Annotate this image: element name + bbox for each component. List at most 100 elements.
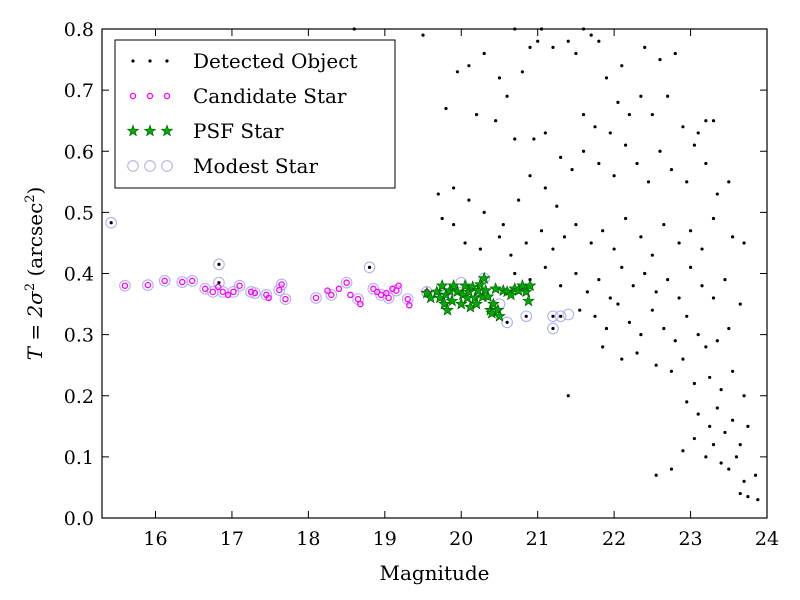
x-tick-label: 20 [449,528,473,550]
detected-point [589,33,593,37]
y-tick-label: 0.1 [64,447,94,469]
candidate-point [161,277,168,285]
detected-point [715,406,719,410]
detected-point [692,143,696,147]
detected-point [635,161,639,166]
legend-marker-detected [165,59,169,63]
detected-point [708,375,712,380]
y-tick-label: 0.2 [64,386,94,408]
detected-point [570,167,574,172]
legend-marker-candidate [146,92,154,100]
candidate-point [312,294,320,302]
detected-point [593,125,597,129]
detected-point [559,284,563,288]
legend-marker-modest [161,160,173,172]
detected-point [681,357,685,361]
psf-point [474,277,487,290]
y-axis-label-sup2: 2 [23,194,38,202]
detected-point [685,180,689,184]
series-candidate [121,277,431,309]
psf-point [447,279,460,292]
legend-marker-psf [160,124,174,137]
detected-point [597,161,601,166]
modest-point [367,282,380,295]
psf-point [435,279,449,292]
candidate-point [201,285,209,293]
detected-point [513,271,517,276]
modest-point [401,293,414,306]
detected-point [574,223,578,227]
legend-marker-detected [148,59,152,63]
detected-point [688,265,693,269]
candidate-point [385,294,392,302]
detected-point [482,51,486,56]
detected-point [746,424,750,428]
legend-marker-modest [127,160,139,172]
detected-point [536,39,540,43]
legend-marker-modest [144,160,156,172]
detected-point [516,198,521,202]
detected-point [727,467,731,471]
psf-point [519,285,533,298]
detected-point [700,284,704,288]
candidate-point [265,294,272,302]
detected-point [452,186,456,190]
x-tick-label: 24 [755,528,779,550]
modest-point [501,316,513,329]
detected-point [509,253,513,257]
detected-point [688,229,693,233]
detected-point [631,284,635,288]
y-axis-label-main: T = 2σ [23,290,47,361]
y-axis-label-close: ) [23,187,47,195]
legend-entry-modest: Modest Star [127,154,318,178]
detected-point [727,180,731,184]
detected-point [620,357,624,361]
candidate-point [373,288,381,296]
detected-point [421,33,425,37]
x-axis-label: Magnitude [379,561,489,585]
detected-point [734,455,739,459]
psf-point [491,303,505,316]
legend-label-detected: Detected Object [193,49,357,73]
detected-point [543,265,547,269]
psf-point [522,294,535,307]
detected-point [719,388,723,392]
modest-point [227,285,240,298]
psf-point [441,303,454,316]
psf-point [454,297,468,310]
detected-point [524,241,528,245]
y-axis-label-sup1: 2 [23,283,38,291]
detected-point [455,70,460,74]
detected-point [731,235,735,239]
detected-point [555,204,559,208]
modest-point [455,276,468,289]
detected-point [715,339,719,343]
legend-box [114,39,396,189]
series-modest [105,216,575,335]
modest-point [249,287,261,299]
detected-point [662,326,666,331]
y-tick-label: 0.6 [64,141,94,163]
candidate-point [230,288,237,296]
modest-point [158,274,171,287]
modest-point [325,289,338,301]
detected-point [520,70,525,74]
modest-point [340,276,353,289]
plot-area [105,27,760,502]
y-tick-label: 0.5 [64,202,94,224]
detected-point [436,192,440,196]
detected-point [528,45,532,49]
detected-point [578,308,582,312]
detected-point [650,112,654,117]
detected-point [731,418,735,422]
psf-point [489,282,503,295]
detected-point [650,308,654,312]
detected-point [677,241,681,245]
modest-point [213,258,225,271]
modest-point [562,308,575,321]
psf-point [470,297,483,310]
detected-point [731,369,735,373]
detected-point [593,314,597,318]
x-tick-label: 21 [526,528,550,550]
candidate-point [328,291,335,299]
